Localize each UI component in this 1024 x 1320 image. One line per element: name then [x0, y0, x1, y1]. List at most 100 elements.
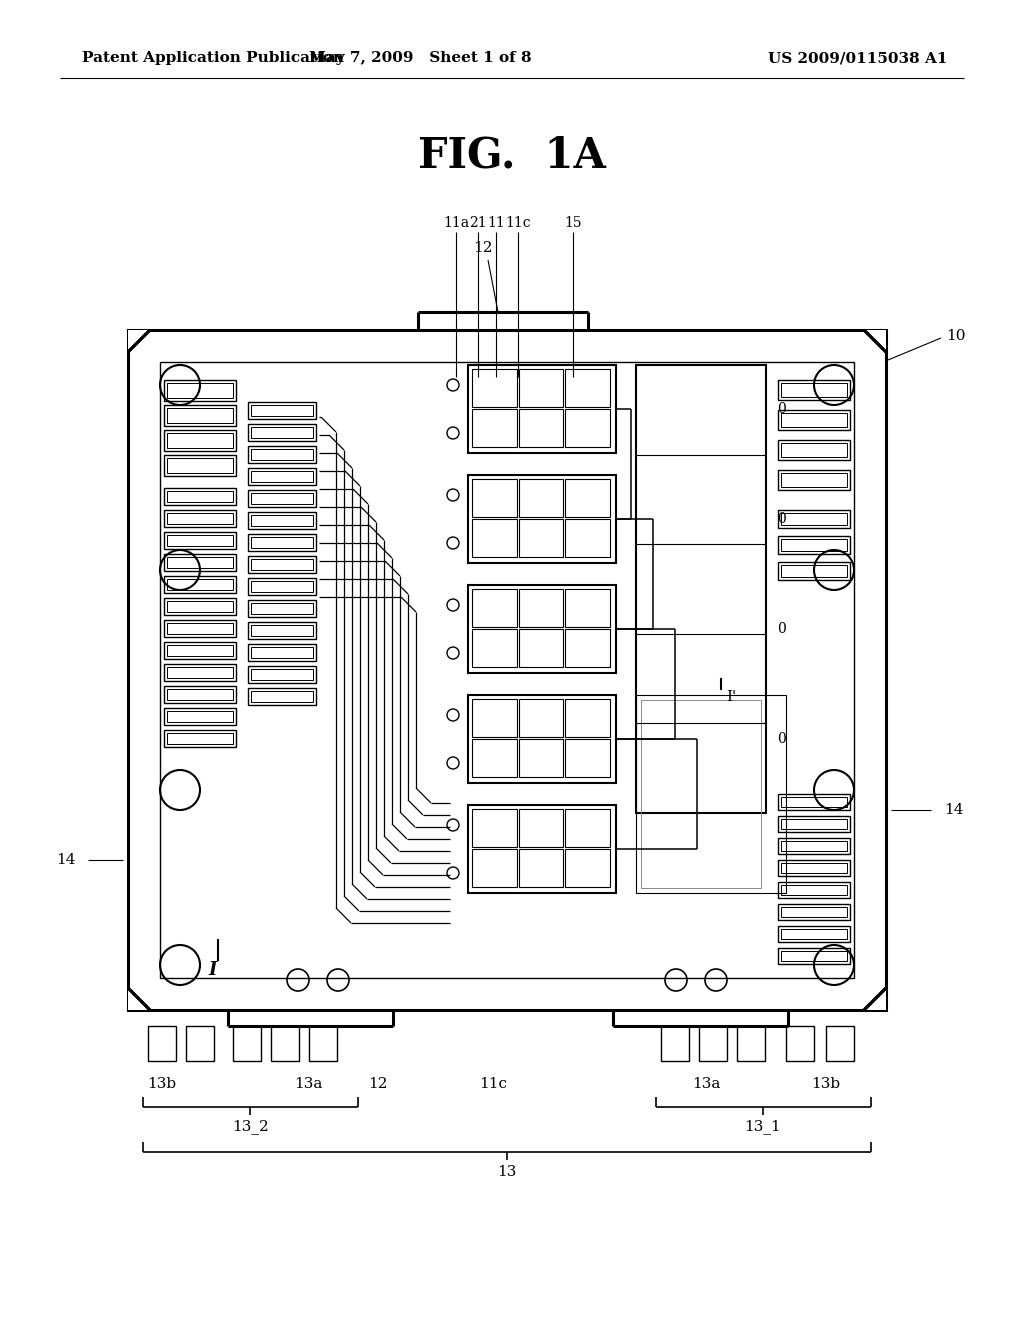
Bar	[519, 519, 563, 557]
Bar	[468, 696, 616, 783]
Text: 12: 12	[369, 1077, 388, 1092]
Bar	[164, 405, 236, 426]
Bar	[519, 739, 563, 777]
Bar	[519, 370, 563, 407]
Bar	[699, 1026, 727, 1061]
Bar	[248, 601, 316, 616]
Bar	[781, 539, 847, 550]
Bar	[164, 620, 236, 638]
Bar	[248, 535, 316, 550]
Bar	[164, 510, 236, 527]
Bar	[778, 536, 850, 554]
Bar	[164, 730, 236, 747]
Bar	[519, 630, 563, 667]
Bar	[781, 950, 847, 961]
Text: May 7, 2009   Sheet 1 of 8: May 7, 2009 Sheet 1 of 8	[308, 51, 531, 65]
Bar	[164, 598, 236, 615]
Text: 13: 13	[498, 1166, 517, 1179]
Bar	[164, 488, 236, 506]
Bar	[781, 444, 847, 457]
Bar	[167, 408, 233, 422]
Text: 0: 0	[776, 733, 785, 746]
Text: 13_1: 13_1	[744, 1119, 781, 1134]
Bar	[472, 479, 517, 517]
Bar	[167, 513, 233, 524]
Bar	[468, 585, 616, 673]
Text: I': I'	[726, 690, 736, 704]
Bar	[164, 686, 236, 704]
Bar	[251, 690, 313, 702]
Bar	[186, 1026, 214, 1061]
Bar	[781, 818, 847, 829]
Bar	[167, 557, 233, 568]
Bar	[565, 630, 610, 667]
Bar	[519, 700, 563, 737]
Bar	[251, 669, 313, 680]
Text: 13_2: 13_2	[231, 1119, 268, 1134]
Bar	[248, 556, 316, 573]
Text: I: I	[209, 961, 217, 979]
Bar	[160, 362, 854, 978]
Text: 11: 11	[487, 216, 505, 230]
Bar	[164, 380, 236, 401]
Bar	[778, 380, 850, 400]
Bar	[565, 519, 610, 557]
Bar	[251, 426, 313, 438]
Text: 21: 21	[469, 216, 486, 230]
Bar	[781, 884, 847, 895]
Bar	[781, 841, 847, 851]
Bar	[251, 515, 313, 525]
Bar	[519, 479, 563, 517]
Bar	[167, 645, 233, 656]
Bar	[251, 647, 313, 657]
Bar	[778, 816, 850, 832]
Bar	[781, 863, 847, 873]
Bar	[167, 491, 233, 502]
Bar	[248, 424, 316, 441]
Bar	[251, 537, 313, 548]
Bar	[148, 1026, 176, 1061]
Bar	[781, 929, 847, 939]
Bar	[472, 849, 517, 887]
Bar	[167, 711, 233, 722]
Bar	[167, 579, 233, 590]
Bar	[778, 904, 850, 920]
Bar	[248, 469, 316, 484]
Bar	[565, 739, 610, 777]
Bar	[233, 1026, 261, 1061]
Bar	[737, 1026, 765, 1061]
Bar	[167, 733, 233, 744]
Text: 11c: 11c	[505, 216, 530, 230]
Bar	[778, 510, 850, 528]
Text: FIG.  1A: FIG. 1A	[418, 135, 606, 176]
Text: Patent Application Publication: Patent Application Publication	[82, 51, 344, 65]
Bar	[472, 519, 517, 557]
Bar	[468, 805, 616, 894]
Text: 13a: 13a	[294, 1077, 323, 1092]
Bar	[248, 622, 316, 639]
Text: 11a: 11a	[443, 216, 469, 230]
Text: 15: 15	[564, 216, 582, 230]
Bar	[778, 411, 850, 430]
Bar	[662, 1026, 689, 1061]
Bar	[565, 849, 610, 887]
Polygon shape	[864, 330, 886, 352]
Bar	[781, 513, 847, 525]
Bar	[636, 696, 786, 894]
Bar	[778, 470, 850, 490]
Bar	[641, 700, 761, 888]
Text: 13b: 13b	[811, 1077, 841, 1092]
Bar	[251, 558, 313, 570]
Bar	[565, 370, 610, 407]
Bar	[565, 479, 610, 517]
Bar	[565, 809, 610, 847]
Bar	[472, 739, 517, 777]
Bar	[778, 838, 850, 854]
Bar	[164, 642, 236, 659]
Bar	[778, 562, 850, 579]
Bar	[781, 413, 847, 426]
Bar	[251, 581, 313, 591]
Bar	[781, 907, 847, 917]
Bar	[167, 667, 233, 678]
Bar	[778, 948, 850, 964]
